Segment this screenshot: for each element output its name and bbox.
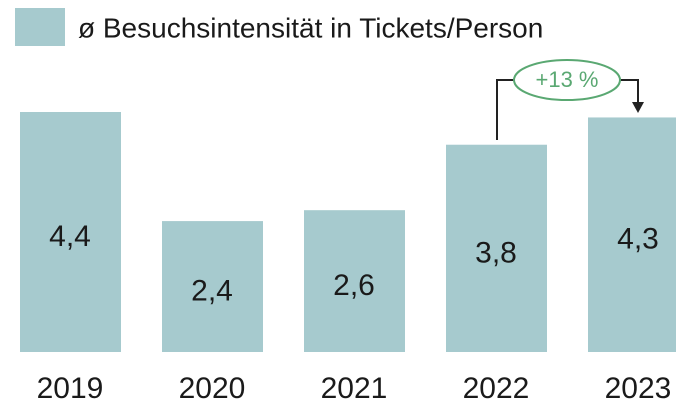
- value-label: 3,8: [475, 236, 517, 269]
- annotation-ellipse: [513, 59, 621, 101]
- value-label: 2,4: [191, 274, 233, 307]
- bar: [304, 210, 405, 352]
- annotation-text: +13 %: [536, 67, 599, 92]
- value-label: 2,6: [333, 269, 375, 302]
- annotation-bracket: [496, 79, 514, 140]
- x-tick-label: 2021: [321, 372, 388, 405]
- x-tick-label: 2023: [605, 372, 672, 405]
- x-tick-label: 2022: [463, 372, 530, 405]
- value-label: 4,4: [49, 220, 91, 253]
- bar: [20, 112, 121, 352]
- legend-label: ø Besuchsintensität in Tickets/Person: [78, 12, 543, 43]
- annotation: +13 %: [496, 59, 644, 140]
- value-label: 4,3: [617, 223, 659, 256]
- legend-swatch: [15, 8, 65, 46]
- x-tick-label: 2019: [37, 372, 104, 405]
- bar: [446, 144, 547, 352]
- bar: [588, 117, 676, 352]
- annotation-bracket: [620, 79, 639, 104]
- bar: [162, 221, 263, 352]
- annotation-arrowhead: [632, 102, 644, 113]
- x-tick-label: 2020: [179, 372, 246, 405]
